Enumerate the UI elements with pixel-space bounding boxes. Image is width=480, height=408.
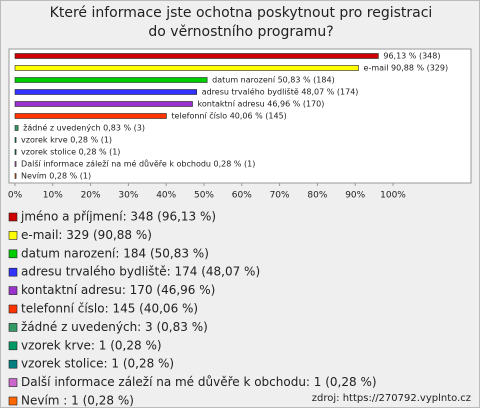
chart-title: Které informace jste ochotna poskytnout … bbox=[49, 5, 433, 40]
value-label: vzorek krve 0,28 % (1) bbox=[21, 136, 112, 145]
value-label: telefonní číslo 40,06 % (145) bbox=[171, 111, 286, 121]
legend-swatch bbox=[8, 286, 18, 295]
bar bbox=[14, 173, 17, 179]
bar bbox=[14, 137, 17, 143]
x-tick-label: 70% bbox=[270, 191, 290, 201]
legend-swatch bbox=[8, 378, 18, 387]
value-label: datum narození 50,83 % (184) bbox=[212, 76, 335, 85]
value-label: vzorek stolice 0,28 % (1) bbox=[21, 148, 120, 157]
bar bbox=[14, 53, 379, 59]
legend-label: vzorek krve: 1 (0,28 %) bbox=[21, 338, 162, 352]
value-label: 96,13 % (348) bbox=[383, 52, 440, 61]
legend-label: vzorek stolice: 1 (0,28 %) bbox=[21, 357, 174, 371]
legend-label: Další informace záleží na mé důvěře k ob… bbox=[21, 375, 377, 389]
x-tick-label: 100% bbox=[380, 191, 406, 201]
x-tick-label: 30% bbox=[118, 191, 138, 201]
legend-label: telefonní číslo: 145 (40,06 %) bbox=[21, 302, 198, 316]
legend-label: datum narození: 184 (50,83 %) bbox=[21, 246, 209, 260]
value-label: Nevím 0,28 % (1) bbox=[21, 172, 91, 181]
bar bbox=[14, 65, 359, 71]
bar bbox=[14, 113, 167, 119]
bar bbox=[14, 161, 17, 167]
legend-label: Nevím : 1 (0,28 %) bbox=[21, 394, 134, 408]
x-tick-label: 0% bbox=[8, 191, 23, 201]
legend-label: žádné z uvedených: 3 (0,83 %) bbox=[21, 320, 208, 334]
legend-swatch bbox=[8, 267, 18, 277]
legend-swatch bbox=[8, 231, 18, 240]
legend-label: e-mail: 329 (90,88 %) bbox=[21, 228, 152, 242]
value-label: Další informace záleží na mé důvěře k ob… bbox=[21, 159, 255, 169]
x-tick-label: 10% bbox=[43, 191, 63, 201]
x-tick-label: 60% bbox=[232, 191, 252, 201]
legend-swatch bbox=[8, 341, 18, 351]
value-label: e-mail 90,88 % (329) bbox=[364, 64, 449, 73]
x-tick-label: 50% bbox=[194, 191, 214, 201]
legend-label: kontaktní adresu: 170 (46,96 %) bbox=[21, 283, 215, 297]
x-tick-label: 40% bbox=[156, 191, 176, 201]
x-tick-label: 80% bbox=[307, 191, 327, 201]
legend-swatch bbox=[8, 212, 18, 222]
legend-swatch bbox=[8, 396, 18, 406]
x-tick-label: 20% bbox=[81, 191, 101, 201]
value-label: žádné z uvedených 0,83 % (3) bbox=[23, 123, 145, 133]
legend-swatch bbox=[8, 323, 18, 332]
bar bbox=[14, 89, 198, 95]
legend-swatch bbox=[8, 249, 18, 259]
value-label: kontaktní adresu 46,96 % (170) bbox=[198, 100, 325, 109]
bar bbox=[14, 125, 19, 131]
source: zdroj: https://270792.vyplnto.cz bbox=[312, 393, 471, 404]
legend-label: jméno a příjmení: 348 (96,13 %) bbox=[20, 210, 216, 224]
legend-label: adresu trvalého bydliště: 174 (48,07 %) bbox=[21, 265, 260, 279]
x-tick-label: 90% bbox=[345, 191, 365, 201]
legend-swatch bbox=[8, 304, 18, 314]
value-label: adresu trvalého bydliště 48,07 % (174) bbox=[202, 87, 359, 97]
bar bbox=[14, 149, 17, 155]
bar bbox=[14, 77, 208, 83]
legend-swatch bbox=[8, 359, 18, 369]
bar bbox=[14, 101, 193, 107]
